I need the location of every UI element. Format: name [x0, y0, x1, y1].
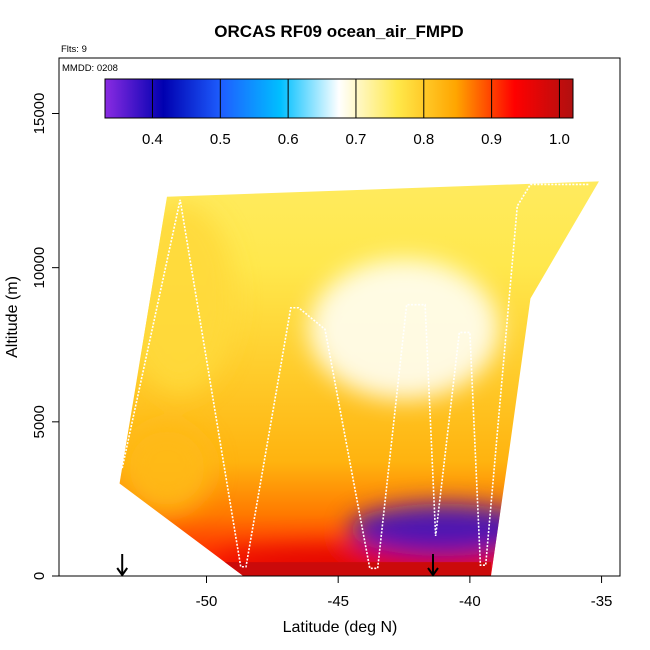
field-clip-group [119, 181, 599, 576]
chart-title: ORCAS RF09 ocean_air_FMPD [214, 22, 463, 41]
colorbar: 0.4 0.5 0.6 0.7 0.8 0.9 1.0 [104, 78, 574, 148]
field-feature [121, 423, 212, 514]
y-tick-label: 0 [31, 572, 48, 580]
y-tick-label: 10000 [31, 247, 48, 289]
field-feature [309, 259, 500, 400]
x-axis-label: Latitude (deg N) [283, 619, 398, 636]
colorbar-tick-label: 0.6 [278, 131, 299, 148]
y-axis-label: Altitude (m) [4, 276, 21, 358]
x-tick-label: -40 [459, 593, 481, 610]
field-feature [125, 203, 236, 394]
flight-track [121, 183, 589, 570]
colorbar-tick-label: 0.9 [481, 131, 502, 148]
y-tick-label: 5000 [31, 405, 48, 438]
field-layer [119, 181, 599, 576]
colorbar-tick-label: 0.7 [346, 131, 367, 148]
colorbar-bar [104, 78, 574, 119]
x-tick-label: -50 [196, 593, 218, 610]
arrow-marker [427, 554, 439, 577]
surface-high-band [219, 562, 491, 576]
y-tick-label: 15000 [31, 93, 48, 135]
arrow-markers [116, 554, 439, 577]
x-axis: -50 -45 -40 -35 [196, 575, 613, 610]
colorbar-ticks: 0.4 0.5 0.6 0.7 0.8 0.9 1.0 [142, 79, 570, 148]
x-tick-label: -45 [327, 593, 349, 610]
colorbar-tick-label: 1.0 [549, 131, 570, 148]
mmdd-note: MMDD: 0208 [62, 63, 118, 74]
flights-note: Flts: 9 [61, 44, 87, 55]
y-axis: 0 5000 10000 15000 [31, 93, 60, 580]
colorbar-tick-label: 0.5 [210, 131, 231, 148]
arrow-marker [116, 554, 129, 577]
colorbar-tick-label: 0.4 [142, 131, 163, 148]
field-feature [348, 503, 539, 556]
colorbar-tick-label: 0.8 [413, 131, 434, 148]
x-tick-label: -35 [591, 593, 613, 610]
